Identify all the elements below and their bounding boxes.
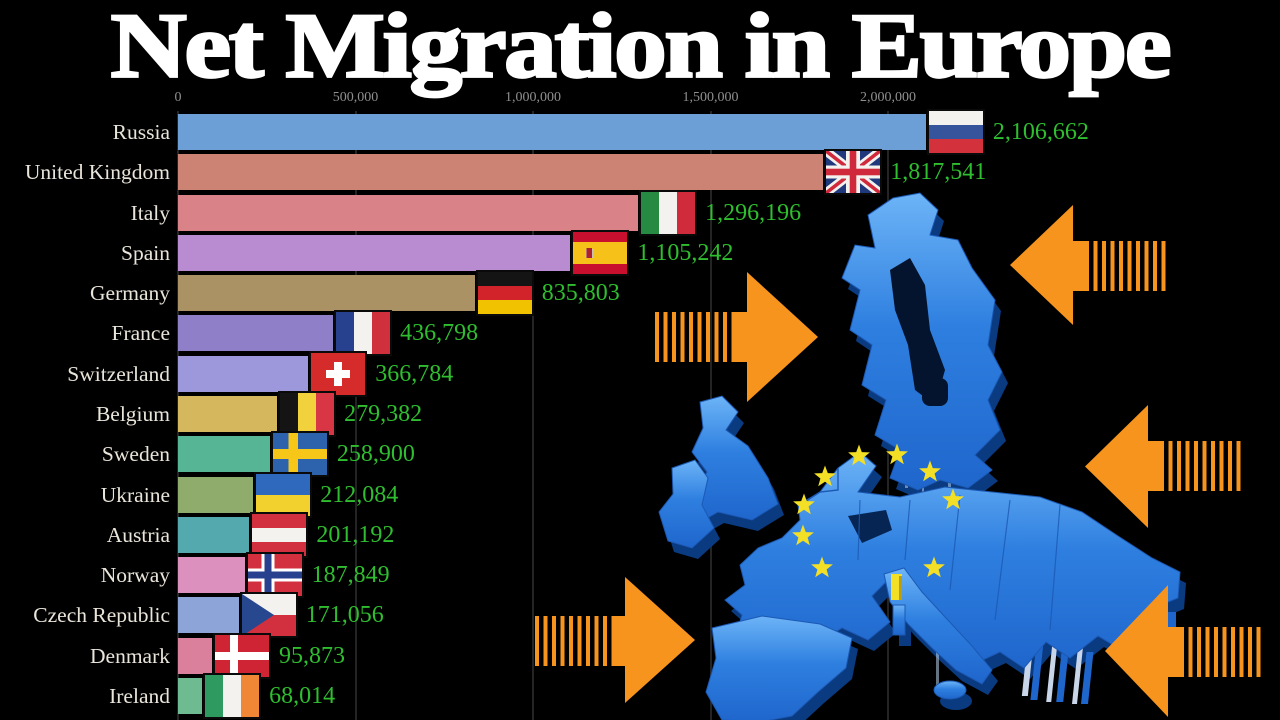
eu-star-icon	[886, 443, 908, 465]
country-label: Italy	[130, 200, 170, 225]
migration-bar	[178, 557, 245, 594]
value-label: 1,296,196	[705, 199, 802, 226]
eu-star-icon	[814, 465, 836, 487]
eu-star-icon	[848, 444, 870, 466]
migration-bar	[178, 194, 639, 231]
norway-flag-icon	[245, 552, 304, 599]
main-title: Net Migration in Europe	[109, 0, 1173, 98]
belgium-flag-icon	[278, 390, 337, 437]
axis-tick-label: 500,000	[332, 90, 379, 105]
eu-star-icon	[942, 488, 964, 510]
france-flag-icon	[334, 310, 393, 357]
country-label: United Kingdom	[24, 160, 170, 185]
uk-flag-icon	[824, 149, 883, 196]
value-label: 2,106,662	[992, 119, 1089, 145]
austria-flag-icon	[250, 511, 309, 558]
eu-star-icon	[919, 460, 941, 482]
eu-star-icon	[792, 524, 814, 546]
country-label: Norway	[100, 563, 170, 588]
bar-row: Germany 835,803	[0, 270, 1280, 317]
value-label: 279,382	[344, 400, 423, 427]
country-label: Czech Republic	[33, 603, 170, 628]
country-label: Spain	[121, 240, 170, 265]
country-label: Russia	[112, 120, 170, 144]
russia-flag-icon	[926, 109, 985, 155]
switzerland-flag-icon	[309, 350, 368, 397]
map-landmass	[658, 192, 1181, 720]
eu-star-icon	[923, 556, 945, 578]
value-label: 212,084	[320, 481, 399, 508]
country-label: Denmark	[90, 643, 170, 668]
migration-bar	[178, 436, 270, 473]
denmark-flag-icon	[213, 632, 272, 679]
axis-tick-label: 0	[174, 90, 182, 105]
value-label: 835,803	[541, 280, 620, 307]
bar-row: Sweden 258,900	[0, 431, 1280, 478]
migration-bar	[178, 234, 571, 271]
migration-bar	[178, 677, 203, 714]
eu-star-icon	[811, 556, 833, 578]
value-label: 258,900	[336, 441, 415, 468]
country-label: France	[111, 321, 171, 346]
migration-bar	[178, 355, 309, 392]
bar-row: Russia 2,106,662	[0, 109, 1280, 155]
gridline	[354, 111, 357, 720]
bar-row: France 436,798	[0, 310, 1280, 357]
value-label: 171,056	[305, 602, 384, 629]
czech-flag-icon	[239, 592, 298, 639]
bar-row: Belgium 279,382	[0, 390, 1280, 437]
value-label: 201,192	[316, 521, 395, 548]
country-label: Belgium	[95, 401, 170, 426]
italy-flag-icon	[639, 189, 698, 236]
axis-tick-label: 1,500,000	[682, 90, 739, 105]
bar-row: Czech Republic 171,056	[0, 592, 1280, 639]
axis-tick-label: 1,000,000	[505, 90, 561, 105]
ireland-flag-icon	[203, 672, 262, 719]
sweden-flag-icon	[270, 431, 329, 478]
bar-row: United Kingdom 1,817,541	[0, 149, 1280, 196]
migration-bar	[178, 637, 213, 674]
migration-bar	[178, 597, 239, 634]
value-label: 1,105,242	[637, 239, 734, 266]
axis-tick-label: 2,000,000	[860, 90, 916, 105]
value-label: 1,817,541	[890, 159, 987, 186]
migration-bar	[178, 476, 254, 513]
value-label: 68,014	[269, 682, 336, 709]
bar-row: Norway 187,849	[0, 552, 1280, 599]
migration-bar	[178, 395, 278, 432]
eu-stars	[792, 443, 964, 578]
bar-row: Spain 1,105,242	[0, 229, 1280, 276]
spain-flag-icon	[571, 229, 630, 276]
map-sea-details	[799, 258, 1061, 631]
bar-row: Switzerland 366,784	[0, 350, 1280, 397]
value-label: 187,849	[311, 562, 390, 589]
country-label: Ukraine	[100, 482, 170, 507]
gridline	[532, 111, 534, 720]
ukraine-flag-icon	[254, 471, 313, 518]
bar-row: Ireland 68,014	[0, 672, 1280, 719]
migration-bar	[178, 275, 475, 312]
country-label: Sweden	[101, 442, 170, 467]
country-label: Germany	[90, 281, 170, 306]
country-label: Switzerland	[67, 361, 170, 386]
europe-3d-map-illustration	[658, 192, 1186, 720]
map-yellow-region	[891, 574, 902, 600]
value-label: 436,798	[400, 320, 479, 347]
bar-row: Ukraine 212,084	[0, 471, 1280, 518]
country-label: Austria	[106, 522, 170, 547]
bar-row: Italy 1,296,196	[0, 189, 1280, 236]
eu-star-icon	[793, 493, 815, 515]
value-label: 95,873	[279, 642, 346, 669]
migration-bar	[178, 315, 334, 352]
bar-row: Denmark 95,873	[0, 632, 1280, 679]
country-label: Ireland	[109, 683, 170, 708]
germany-flag-icon	[475, 270, 534, 317]
bar-row: Austria 201,192	[0, 511, 1280, 558]
migration-bar	[178, 516, 250, 553]
migration-bar	[178, 114, 926, 150]
value-label: 366,784	[375, 360, 454, 387]
migration-bar	[178, 154, 824, 191]
